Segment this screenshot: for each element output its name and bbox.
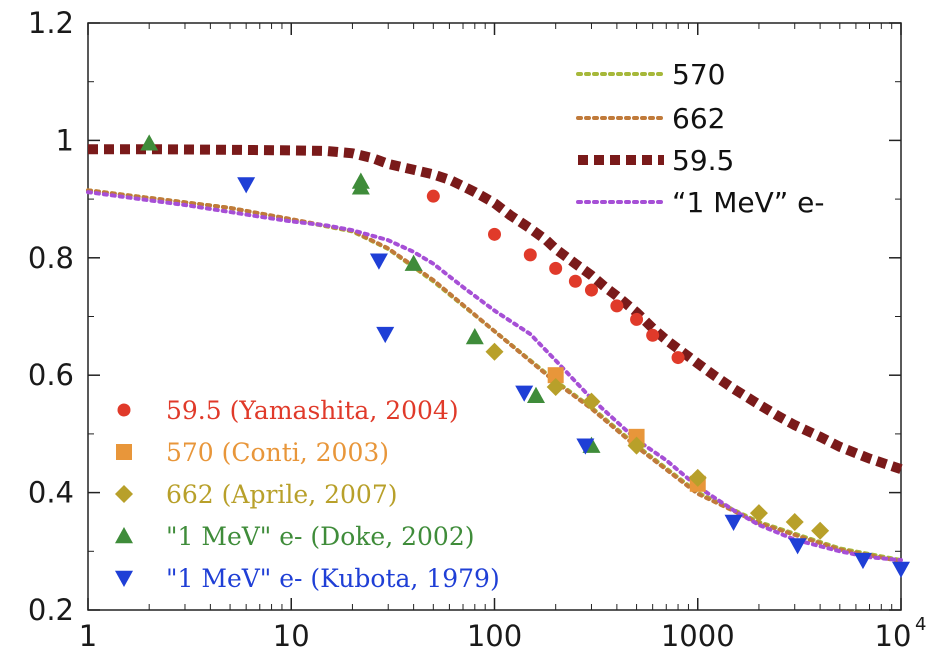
data-point-4 [515,385,534,402]
legend-label-0: 570 [672,58,725,91]
data-point-0 [646,328,660,342]
data-point-3 [140,134,159,151]
legend-marker-1 [116,444,132,460]
data-point-4 [369,253,388,270]
legend-dataset-label-1: 570 (Conti, 2003) [166,438,389,467]
data-point-2 [811,521,830,540]
legend-marker-2 [115,485,133,503]
data-point-2 [785,512,804,531]
data-point-0 [426,189,440,203]
x-tick-label: 10 [875,619,912,651]
data-point-0 [584,283,598,297]
data-point-3 [351,178,370,195]
data-point-2 [546,377,565,396]
x-tick-label: 10 [273,619,310,651]
x-tick-label: 100 [467,619,522,651]
data-point-0 [610,299,624,313]
y-tick-label: 0.6 [28,358,74,392]
data-point-0 [568,274,582,288]
y-tick-label: 1.2 [28,6,74,40]
y-tick-label: 0.4 [28,476,74,510]
data-point-0 [523,248,537,262]
legend-marker-3 [115,527,133,544]
data-point-2 [749,504,768,523]
legend-label-1: 662 [672,102,725,135]
legend-marker-0 [117,403,131,417]
data-point-0 [630,312,644,326]
legend-dataset-label-0: 59.5 (Yamashita, 2004) [166,396,459,425]
data-point-0 [549,261,563,275]
legend-label-2: 59.5 [672,144,734,177]
legend-dataset-label-2: 662 (Aprile, 2007) [166,480,397,509]
data-point-3 [526,386,545,403]
data-point-4 [788,538,807,555]
legend-dataset-label-4: "1 MeV" e- (Kubota, 1979) [166,564,500,593]
data-point-3 [404,254,423,271]
data-point-0 [671,351,685,365]
data-point-4 [237,177,256,194]
data-point-2 [688,468,707,487]
x-tick-label: 1 [79,619,97,651]
y-tick-label: 0.8 [28,241,74,275]
data-point-4 [853,552,872,570]
data-point-4 [576,438,595,455]
data-point-2 [627,436,646,455]
data-point-1 [547,367,564,384]
legend-marker-4 [115,570,133,587]
y-tick-label: 0.2 [28,593,74,627]
data-point-2 [485,342,504,361]
x-tick-superscript: 4 [915,614,926,635]
x-tick-label: 1000 [661,619,735,651]
legend-label-3: “1 MeV” e- [672,186,825,219]
y-tick-label: 1 [56,123,74,157]
data-point-0 [488,227,501,241]
data-point-3 [465,328,484,345]
legend-dataset-label-3: "1 MeV" e- (Doke, 2002) [166,522,475,551]
data-point-4 [724,514,743,531]
data-point-4 [376,326,395,344]
data-point-4 [892,561,910,578]
curve-line-3 [86,190,903,563]
data-point-2 [582,392,601,411]
